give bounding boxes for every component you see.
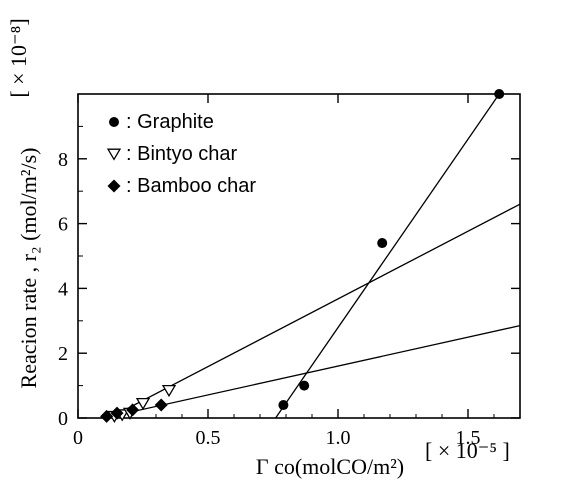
x-axis-label: Γ co(molCO/m²)	[256, 454, 404, 479]
ticks: 0 0.5 1.0 1.5 0 2 4 6 8	[58, 94, 520, 449]
data-points	[100, 89, 505, 424]
y-tick-label: 6	[58, 214, 68, 236]
legend-entry: : Bamboo char	[126, 175, 256, 197]
data-point	[100, 409, 114, 423]
data-point	[161, 385, 177, 398]
y-axis-label: Reacion rate , r₂ (mol/m²/s)	[16, 148, 41, 389]
x-axis-multiplier: [ × 10⁻⁵ ]	[425, 438, 510, 463]
y-tick-label: 4	[58, 278, 68, 300]
data-point	[126, 403, 140, 417]
y-tick-label: 8	[58, 149, 68, 171]
fit-line	[103, 325, 521, 419]
legend-entry: : Bintyo char	[126, 143, 238, 165]
fit-line	[108, 203, 521, 419]
x-tick-label: 0	[73, 427, 83, 449]
data-point	[377, 238, 388, 249]
legend-entry: : Graphite	[126, 111, 214, 133]
y-tick-label: 2	[58, 343, 68, 365]
data-point	[299, 380, 310, 391]
data-point	[110, 406, 124, 420]
fit-line	[275, 93, 500, 419]
y-axis-multiplier: [ × 10⁻⁸]	[6, 18, 31, 97]
data-point	[154, 398, 168, 412]
x-tick-label: 0.5	[196, 427, 221, 449]
legend-marker	[109, 117, 119, 127]
x-tick-label: 1.5	[456, 427, 481, 449]
y-tick-label: 0	[58, 408, 68, 430]
x-tick-label: 1.0	[326, 427, 351, 449]
data-point	[494, 89, 505, 99]
legend-marker	[107, 179, 121, 193]
fit-lines	[103, 93, 521, 419]
data-point	[135, 397, 151, 411]
legend-marker	[106, 148, 122, 161]
legend: : Graphite : Bintyo char : Bamboo char	[106, 111, 256, 197]
data-point	[278, 400, 289, 411]
